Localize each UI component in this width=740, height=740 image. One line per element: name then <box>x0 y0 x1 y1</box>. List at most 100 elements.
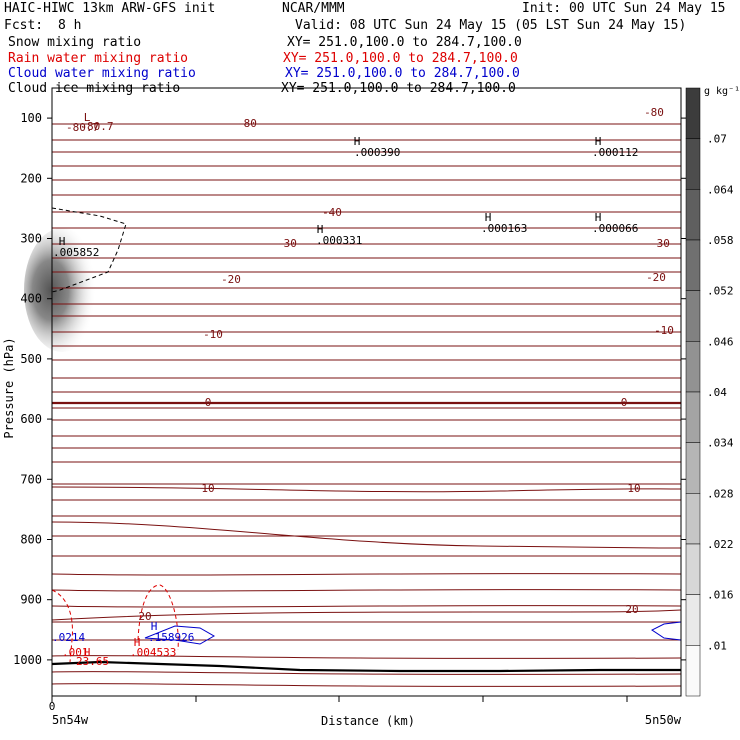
y-tick-label: 200 <box>20 171 42 185</box>
colorbar-swatch <box>685 138 701 190</box>
colorbar-label: .022 <box>707 538 734 551</box>
field-rain-xy: XY= 251.0,100.0 to 284.7,100.0 <box>283 51 518 66</box>
extremum-marker: H <box>595 135 602 148</box>
colorbar-label: .04 <box>707 386 727 399</box>
y-tick-label: 700 <box>20 472 42 486</box>
extremum-value: -80.7 <box>66 121 99 134</box>
extremum-value: .000163 <box>481 222 527 235</box>
colorbar-swatch <box>685 189 701 241</box>
colorbar-swatch <box>685 239 701 291</box>
y-tick-label: 400 <box>20 292 42 306</box>
init-time: Init: 00 UTC Sun 24 May 15 <box>522 1 726 16</box>
extremum-marker: H <box>354 135 361 148</box>
temperature-label: 20 <box>625 603 638 616</box>
fcst-label: Fcst: <box>4 18 44 33</box>
colorbar-swatch <box>685 391 701 443</box>
x-right-label: 5n50w <box>645 713 682 727</box>
extremum-value: .000066 <box>592 222 638 235</box>
colorbar-label: .016 <box>707 589 734 602</box>
rain-contour <box>137 584 179 651</box>
x-left-label: 5n54w <box>52 713 89 727</box>
y-axis-title: Pressure (hPa) <box>2 337 16 438</box>
y-tick-label: 600 <box>20 412 42 426</box>
temperature-contour <box>51 605 682 608</box>
temperature-contour <box>51 589 682 592</box>
temperature-contour <box>51 573 682 576</box>
y-tick-label: 300 <box>20 231 42 245</box>
valid-time: Valid: 08 UTC Sun 24 May 15 (05 LST Sun … <box>295 18 687 33</box>
y-tick-label: 100 <box>20 111 42 125</box>
colorbar-label: .07 <box>707 133 727 146</box>
extremum-value: 23.65 <box>76 655 109 668</box>
extremum-value: .001 <box>62 646 89 659</box>
y-tick-label: 500 <box>20 352 42 366</box>
colorbar-swatch <box>685 543 701 595</box>
temperature-label: -80 <box>644 106 664 119</box>
extremum-marker: H <box>59 235 66 248</box>
temperature-label: -30 <box>650 237 670 250</box>
extremum-marker: L <box>84 111 91 124</box>
temperature-contour <box>51 521 682 549</box>
temperature-label: -80 <box>237 117 257 130</box>
fcst-value: 8 h <box>58 18 82 33</box>
x-axis-title: Distance (km) <box>321 714 415 728</box>
temperature-label: -20 <box>221 273 241 286</box>
temperature-label: 20 <box>138 610 151 623</box>
rain-contour <box>51 589 73 663</box>
field-rain-name: Rain water mixing ratio <box>8 51 189 66</box>
center-name: NCAR/MMM <box>282 1 345 16</box>
temperature-contour <box>51 671 682 675</box>
y-tick-label: 800 <box>20 532 42 546</box>
temperature-contour <box>51 655 682 659</box>
extremum-marker: H <box>595 211 602 224</box>
x-zero-label: 0 <box>49 700 56 713</box>
plot-frame <box>51 87 682 697</box>
temperature-contour <box>51 683 682 687</box>
field-cloudwater-xy: XY= 251.0,100.0 to 284.7,100.0 <box>285 66 520 81</box>
colorbar-swatch <box>685 442 701 494</box>
temperature-contour <box>51 609 682 621</box>
temperature-label: -30 <box>277 237 297 250</box>
colorbar-swatch <box>685 341 701 393</box>
extremum-value: .0214 <box>52 631 85 644</box>
colorbar-label: .058 <box>707 234 734 247</box>
temperature-contour <box>51 486 682 493</box>
extremum-value: .004533 <box>130 646 176 659</box>
extremum-marker: H <box>134 636 141 649</box>
colorbar-swatch <box>685 290 701 342</box>
temperature-label: -10 <box>203 328 223 341</box>
colorbar-label: .034 <box>707 437 734 450</box>
colorbar-swatch <box>685 493 701 545</box>
extremum-value: .000331 <box>316 234 362 247</box>
extremum-marker: H <box>317 223 324 236</box>
field-cloudwater-name: Cloud water mixing ratio <box>8 66 196 81</box>
extremum-marker: H <box>84 646 91 659</box>
colorbar-unit: g kg⁻¹ <box>704 86 740 97</box>
extremum-marker: H <box>151 620 158 633</box>
extremum-marker: H <box>485 211 492 224</box>
extremum-value: .158926 <box>148 631 194 644</box>
temperature-label: -20 <box>646 271 666 284</box>
extremum-value: .005852 <box>53 246 99 259</box>
field-snow-name: Snow mixing ratio <box>8 35 142 50</box>
temperature-label: 0 <box>205 396 212 409</box>
cloud-water-contour <box>144 625 216 645</box>
field-snow-xy: XY= 251.0,100.0 to 284.7,100.0 <box>287 35 522 50</box>
temperature-label: 0 <box>621 396 628 409</box>
temperature-label: -10 <box>654 324 674 337</box>
temperature-label: 10 <box>201 482 214 495</box>
colorbar-label: .01 <box>707 639 727 652</box>
snow-shading <box>24 228 100 352</box>
colorbar-swatch <box>685 594 701 646</box>
colorbar-label: .046 <box>707 335 734 348</box>
colorbar-label: .052 <box>707 285 734 298</box>
colorbar-label: .064 <box>707 183 734 196</box>
surface-line <box>51 660 681 673</box>
y-tick-label: 1000 <box>13 653 42 667</box>
y-tick-label: 900 <box>20 593 42 607</box>
extremum-value: .000112 <box>592 146 638 159</box>
temperature-label: 10 <box>627 482 640 495</box>
temperature-label: -80.7 <box>80 120 113 133</box>
cloud-water-contour <box>651 621 682 641</box>
